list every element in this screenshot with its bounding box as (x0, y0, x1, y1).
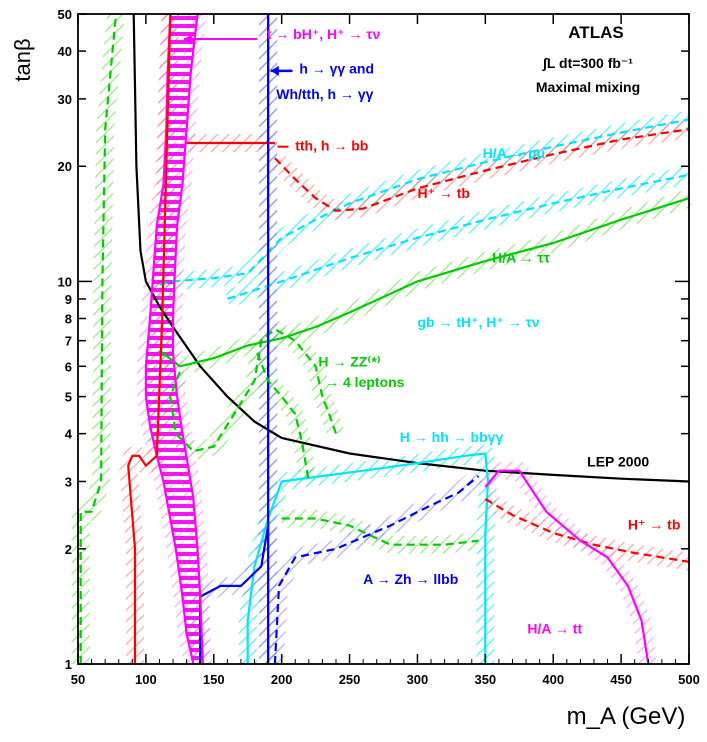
series-h-zz-line (169, 328, 338, 453)
y-tick-label: 40 (58, 44, 72, 59)
series-t-bh-line-a (144, 13, 195, 665)
y-tick-label: 50 (58, 7, 72, 22)
annotation-t-bh: t → bH⁺, H⁺ → τν (267, 26, 381, 42)
annotation-gb-th: gb → tH⁺, H⁺ → τν (417, 314, 539, 330)
series-ha-tautau-line (158, 197, 690, 368)
annotation-hp-tb-upper: H⁺ → tb (417, 185, 470, 201)
y-tick-label: 5 (65, 390, 72, 405)
header-mixing: Maximal mixing (536, 79, 640, 95)
annotation-hp-tb-lower: H⁺ → tb (628, 516, 681, 532)
x-tick-label: 400 (542, 672, 564, 687)
x-tick-label: 300 (407, 672, 429, 687)
y-tick-label: 10 (58, 274, 72, 289)
annotation-tth-bb: tth, h → bb (295, 137, 368, 153)
series-green-left (79, 13, 118, 664)
annotation-ha-tautau: H/A → ττ (492, 250, 551, 266)
series-lep-2000 (132, 13, 690, 483)
x-tick-label: 350 (474, 672, 496, 687)
series-t-bh-line-b (171, 13, 204, 665)
y-tick-label: 2 (65, 542, 72, 557)
header-title: ATLAS (568, 23, 623, 42)
annotation-h-zz2: → 4 leptons (325, 374, 405, 390)
series-ha-tt-line (484, 469, 650, 665)
x-axis-label: m_A (GeV) (567, 703, 686, 730)
annotation-h-gg2: Wh/tth, h → γγ (276, 86, 373, 102)
series-ha-mumu-line (159, 118, 690, 286)
plot-frame (77, 13, 690, 665)
x-tick-label: 250 (339, 672, 361, 687)
header-lumi: ∫L dt=300 fb⁻¹ (542, 55, 633, 72)
series-gb-th-line (227, 173, 690, 300)
y-tick-label: 1 (65, 657, 72, 672)
series-hp-tb-upper-line (274, 128, 690, 212)
y-tick-label: 7 (65, 334, 72, 349)
y-tick-label: 20 (58, 159, 72, 174)
annotation-ha-tt: H/A → tt (527, 621, 582, 637)
x-tick-label: 100 (135, 672, 157, 687)
y-tick-label: 4 (65, 427, 73, 442)
series-h-zz-inner (256, 352, 310, 482)
annotation-h-zz: H → ZZ⁽*⁾ (318, 353, 381, 369)
series-a-zh-line (273, 475, 480, 665)
x-tick-label: 150 (203, 672, 225, 687)
annotation-lep: LEP 2000 (587, 454, 649, 470)
arrowhead-t-bh (183, 34, 192, 45)
series-red-left (127, 13, 172, 664)
y-tick-label: 3 (65, 474, 72, 489)
band-t-bh-region (145, 14, 203, 664)
y-tick-label: 6 (65, 359, 72, 374)
y-tick-label: 9 (65, 292, 72, 307)
annotation-a-zh: A → Zh → llbb (363, 571, 458, 587)
y-axis-label: tanβ (10, 38, 35, 81)
series-hp-tb-lower-line (484, 498, 690, 563)
x-tick-label: 500 (678, 672, 700, 687)
annotation-h-hh: H → hh → bbγγ (400, 429, 504, 445)
annotation-h-gg: h → γγ and (299, 60, 374, 76)
annotation-ha-mumu: H/A → μμ (483, 145, 546, 161)
x-tick-label: 450 (610, 672, 632, 687)
x-tick-label: 200 (271, 672, 293, 687)
arrowhead-h-gg (270, 65, 279, 76)
x-tick-label: 50 (71, 672, 85, 687)
y-tick-label: 30 (58, 92, 72, 107)
series-h-hh-line (246, 452, 490, 664)
y-tick-label: 8 (65, 311, 72, 326)
